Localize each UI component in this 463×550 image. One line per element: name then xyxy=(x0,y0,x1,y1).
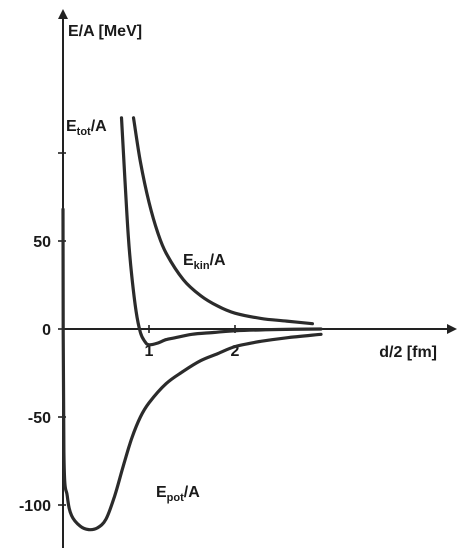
e-kin-curve xyxy=(131,116,314,326)
curve-labels: Etot/A Ekin/A Epot/A xyxy=(66,118,226,504)
x-tick-label: 1 xyxy=(145,343,154,360)
y-tick-label: -50 xyxy=(28,410,51,427)
y-tick-label: -100 xyxy=(19,498,51,515)
e-pot-label: Epot/A xyxy=(156,484,200,504)
x-tick-label: 2 xyxy=(231,343,240,360)
e-tot-label: Etot/A xyxy=(66,118,107,138)
y-tick-label: 50 xyxy=(33,234,51,251)
e-tot-curve xyxy=(119,116,323,347)
e-kin-label: Ekin/A xyxy=(183,252,226,272)
x-axis-title: d/2 [fm] xyxy=(379,344,437,361)
e-pot-curve xyxy=(61,207,323,532)
y-tick-label: 0 xyxy=(42,322,51,339)
curves xyxy=(61,116,323,532)
y-axis-title: E/A [MeV] xyxy=(68,23,142,40)
ticks: -100 -50 0 50 1 2 xyxy=(19,152,240,515)
